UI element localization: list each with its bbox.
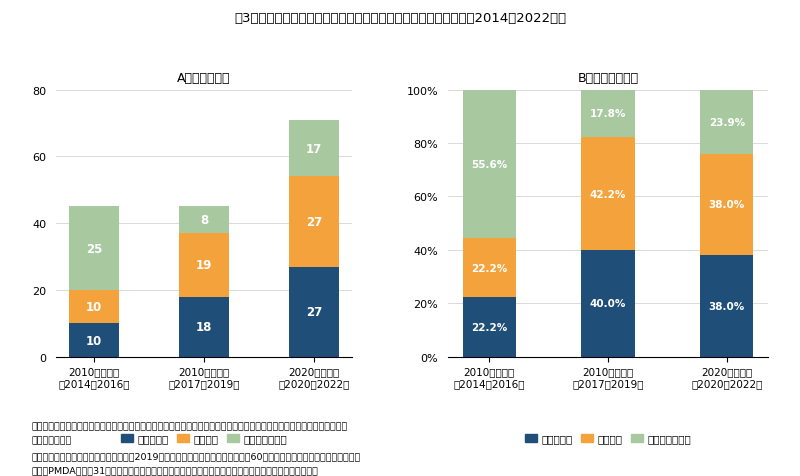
Title: B：承認品目割合: B：承認品目割合 — [578, 72, 638, 85]
Text: 27: 27 — [306, 216, 322, 228]
Bar — [700, 154, 754, 256]
Bar — [289, 267, 338, 357]
Legend: 分子標的薬, 抗体医薬, その他抗がん剤: 分子標的薬, 抗体医薬, その他抗がん剤 — [521, 429, 695, 448]
Title: A：承認品目数: A：承認品目数 — [178, 72, 230, 85]
Text: 42.2%: 42.2% — [590, 189, 626, 199]
Bar — [179, 234, 229, 297]
Text: 10: 10 — [86, 334, 102, 347]
Bar — [462, 298, 516, 357]
Bar — [582, 250, 634, 357]
Text: 38.0%: 38.0% — [709, 200, 745, 210]
Bar — [179, 207, 229, 234]
Bar — [289, 120, 338, 177]
Bar — [179, 297, 229, 357]
Text: 23.9%: 23.9% — [709, 118, 745, 128]
Bar — [582, 90, 634, 138]
Text: 25: 25 — [86, 242, 102, 255]
Bar — [700, 256, 754, 357]
Text: 55.6%: 55.6% — [471, 159, 507, 169]
Text: 図3　悪性腫瘍性疾患に承認された新医薬品のカテゴリー別分類（2014－2022年）: 図3 悪性腫瘍性疾患に承認された新医薬品のカテゴリー別分類（2014－2022年… — [234, 12, 566, 25]
Text: 出所：ヒューマンサイエンス振興財団「2019年度　国内基盤技術調査報告書　－60疾患医に関する医療ニーズ調査（第６: 出所：ヒューマンサイエンス振興財団「2019年度 国内基盤技術調査報告書 －60… — [32, 451, 362, 460]
Text: 38.0%: 38.0% — [709, 301, 745, 311]
Bar — [70, 324, 119, 357]
Text: 注：対象とした悪性腫瘍性疾患は悪性リンパ腫、白血病、肺がん、胃がん、大腸がん、肝がん、膵がん、前立腺がん、乳が: 注：対象とした悪性腫瘍性疾患は悪性リンパ腫、白血病、肺がん、胃がん、大腸がん、肝… — [32, 421, 348, 430]
Bar — [70, 207, 119, 290]
Bar — [289, 177, 338, 267]
Text: 18: 18 — [196, 320, 212, 334]
Legend: 分子標的薬, 抗体医薬, その他抗がん剤: 分子標的薬, 抗体医薬, その他抗がん剤 — [117, 429, 291, 448]
Text: 回）」PMDA　平成31年～令和４年度承認品目一覧（新医薬品）をもとに医薬産業政策研究所にて作成。: 回）」PMDA 平成31年～令和４年度承認品目一覧（新医薬品）をもとに医薬産業政… — [32, 466, 319, 475]
Text: 22.2%: 22.2% — [471, 263, 507, 273]
Bar — [70, 290, 119, 324]
Text: 40.0%: 40.0% — [590, 299, 626, 308]
Text: 8: 8 — [200, 214, 208, 227]
Text: 10: 10 — [86, 300, 102, 314]
Bar — [462, 238, 516, 298]
Text: 22.2%: 22.2% — [471, 322, 507, 332]
Text: ん、子宮頸がん: ん、子宮頸がん — [32, 436, 72, 445]
Bar — [700, 91, 754, 154]
Text: 19: 19 — [196, 259, 212, 272]
Text: 17.8%: 17.8% — [590, 109, 626, 119]
Text: 27: 27 — [306, 306, 322, 318]
Bar — [462, 90, 516, 238]
Text: 17: 17 — [306, 142, 322, 155]
Bar — [582, 138, 634, 250]
